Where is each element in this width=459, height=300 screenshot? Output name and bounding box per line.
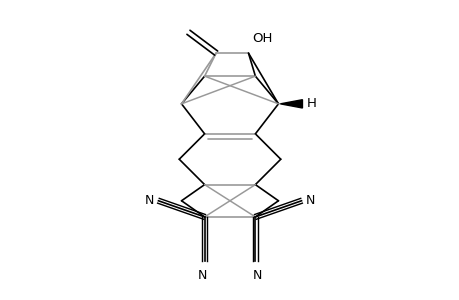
Text: N: N <box>252 269 262 282</box>
Text: H: H <box>307 97 316 110</box>
Text: N: N <box>197 269 207 282</box>
Text: OH: OH <box>252 32 272 45</box>
Text: N: N <box>144 194 153 207</box>
Text: N: N <box>306 194 315 207</box>
Polygon shape <box>280 100 302 108</box>
